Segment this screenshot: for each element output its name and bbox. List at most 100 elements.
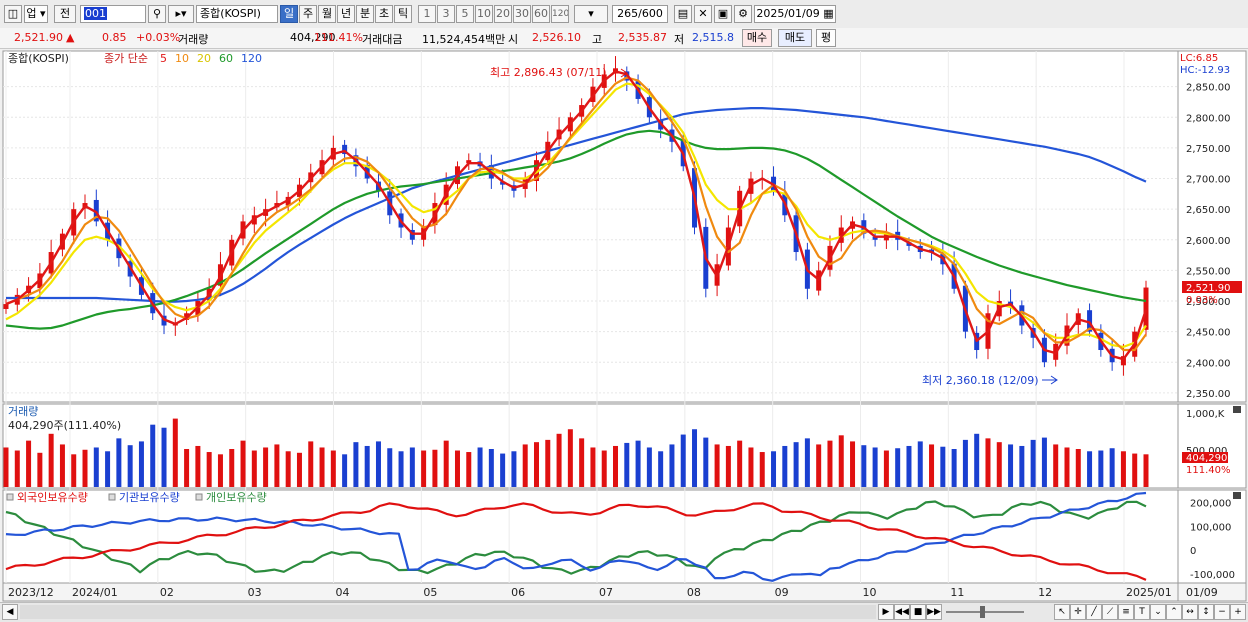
price-tick-label: 2,550.00	[1186, 266, 1231, 277]
volume-bar	[1087, 451, 1093, 487]
prev-button[interactable]: 전	[54, 5, 76, 23]
chart-type-icon[interactable]: ▤	[674, 5, 692, 23]
market-select[interactable]: 업 ▾	[24, 5, 48, 23]
scroll-right-icon[interactable]: ▶	[878, 604, 894, 620]
minute-step-20[interactable]: 20	[494, 5, 512, 23]
layout-icon[interactable]: ◫	[4, 5, 22, 23]
foreign-line	[5, 502, 1147, 581]
trend-tool-icon[interactable]: ⟋	[1102, 604, 1118, 620]
minute-step-120[interactable]: 120	[551, 5, 569, 23]
line-tool-icon[interactable]: ╱	[1086, 604, 1102, 620]
x-axis-corner-bg	[1177, 582, 1247, 602]
minute-step-3[interactable]: 3	[437, 5, 455, 23]
volume-bar	[850, 441, 856, 487]
buy-button[interactable]: 매수	[742, 29, 772, 47]
ma-label: 종가 단순	[104, 52, 148, 65]
volume-tick-1: 1,000,K	[1186, 409, 1225, 420]
count-input[interactable]: 265/600	[612, 5, 668, 23]
ma5-line	[5, 70, 1148, 361]
x-tick-label: 08	[687, 586, 701, 599]
code-input[interactable]: 001	[80, 5, 146, 23]
save-icon[interactable]: ▣	[714, 5, 732, 23]
x-tick-label: 02	[160, 586, 174, 599]
volume-bar	[816, 444, 822, 487]
change-value: 0.85	[102, 31, 127, 44]
last-page-icon[interactable]: ▶▶	[926, 604, 942, 620]
moving-averages	[5, 70, 1148, 361]
expand-icon[interactable]: ⌃	[1166, 604, 1182, 620]
high-label: 고	[592, 33, 603, 46]
fibo-tool-icon[interactable]: ≡	[1118, 604, 1134, 620]
zoom-out-icon[interactable]: −	[1214, 604, 1230, 620]
minute-step-5[interactable]: 5	[456, 5, 474, 23]
minute-step-1[interactable]: 1	[418, 5, 436, 23]
volume-bar	[454, 450, 460, 487]
step-select[interactable]: ▾	[574, 5, 608, 23]
volume-bar	[364, 445, 370, 487]
volume-bar	[590, 447, 596, 487]
period-tab-6[interactable]: 틱	[394, 5, 412, 23]
volume-bar	[1132, 453, 1138, 487]
speaker-icon[interactable]: ▸▾	[168, 5, 194, 23]
crosshair-tool-icon[interactable]: ✛	[1070, 604, 1086, 620]
minute-step-30[interactable]: 30	[513, 5, 531, 23]
x-tick-label: 2025/01	[1126, 586, 1172, 599]
scroll-left-icon[interactable]: ◀	[2, 604, 18, 620]
crosshair-icon[interactable]: ✕	[694, 5, 712, 23]
volume-bar	[1075, 449, 1081, 487]
volume-bar	[82, 449, 88, 487]
period-tab-3[interactable]: 년	[337, 5, 355, 23]
x-tick-label: 09	[775, 586, 789, 599]
zoom-in-icon[interactable]: +	[1230, 604, 1246, 620]
horizontal-scale-icon[interactable]: ↔	[1182, 604, 1198, 620]
period-tab-2[interactable]: 월	[318, 5, 336, 23]
period-tab-5[interactable]: 초	[375, 5, 393, 23]
period-tab-0[interactable]: 일	[280, 5, 298, 23]
gear-icon[interactable]: ⚙	[734, 5, 752, 23]
volume-bar	[1053, 444, 1059, 487]
x-tick-label: 03	[248, 586, 262, 599]
current-price-pct: 0.03%	[1186, 295, 1218, 306]
chart-scrollbar[interactable]: ◀ ▶ ◀◀ ■ ▶▶ ↖ ✛ ╱ ⟋ ≡ T ⌄ ⌃ ↔ ↕ − +	[0, 602, 1248, 622]
chart-area[interactable]: 2,850.00 2,800.00 2,750.00 2,700.00 2,650.00…	[0, 49, 1248, 602]
date-input[interactable]: 2025/01/09 ▦	[754, 5, 836, 23]
price-tick-label: 2,750.00	[1186, 144, 1231, 155]
volume-bar	[1030, 439, 1036, 487]
volume-axis-bg	[1177, 403, 1247, 489]
volume-bar	[725, 445, 731, 487]
x-tick-label: 06	[511, 586, 525, 599]
volume-bar	[375, 441, 381, 487]
name-input[interactable]: 종합(KOSPI)	[196, 5, 278, 23]
minute-step-60[interactable]: 60	[532, 5, 550, 23]
vertical-scale-icon[interactable]: ↕	[1198, 604, 1214, 620]
stop-icon[interactable]: ■	[910, 604, 926, 620]
minute-step-10[interactable]: 10	[475, 5, 493, 23]
zoom-slider-handle[interactable]	[980, 606, 985, 618]
flow-axis-bg	[1177, 489, 1247, 584]
text-tool-icon[interactable]: T	[1134, 604, 1150, 620]
flow-legend-marker-2	[108, 493, 116, 501]
volume-panel-close-icon[interactable]	[1233, 406, 1241, 413]
volume-bar	[895, 448, 901, 487]
flow-panel-close-icon[interactable]	[1233, 492, 1241, 499]
chart-svg: 2,850.00 2,800.00 2,750.00 2,700.00 2,650.00…	[2, 50, 1247, 602]
eval-button[interactable]: 평	[816, 29, 836, 47]
volume-bar	[624, 442, 630, 487]
period-tab-4[interactable]: 분	[356, 5, 374, 23]
open-value: 2,526.10	[532, 31, 581, 44]
first-page-icon[interactable]: ◀◀	[894, 604, 910, 620]
volume-bar	[1019, 445, 1025, 487]
period-tab-1[interactable]: 주	[299, 5, 317, 23]
search-icon[interactable]: ⚲	[148, 5, 166, 23]
volume-bar	[951, 449, 957, 487]
volume-pct: 111.41%	[314, 31, 363, 44]
volume-bar	[432, 449, 438, 487]
pointer-icon[interactable]: ↖	[1054, 604, 1070, 620]
sell-button[interactable]: 매도	[778, 29, 812, 47]
price-tick-label: 2,400.00	[1186, 358, 1231, 369]
zoom-slider[interactable]	[946, 611, 1024, 613]
volume-bar	[274, 444, 280, 487]
collapse-icon[interactable]: ⌄	[1150, 604, 1166, 620]
scroll-track[interactable]	[20, 605, 876, 619]
